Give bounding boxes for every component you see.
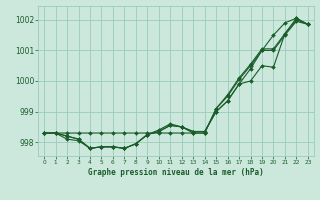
X-axis label: Graphe pression niveau de la mer (hPa): Graphe pression niveau de la mer (hPa) <box>88 168 264 177</box>
